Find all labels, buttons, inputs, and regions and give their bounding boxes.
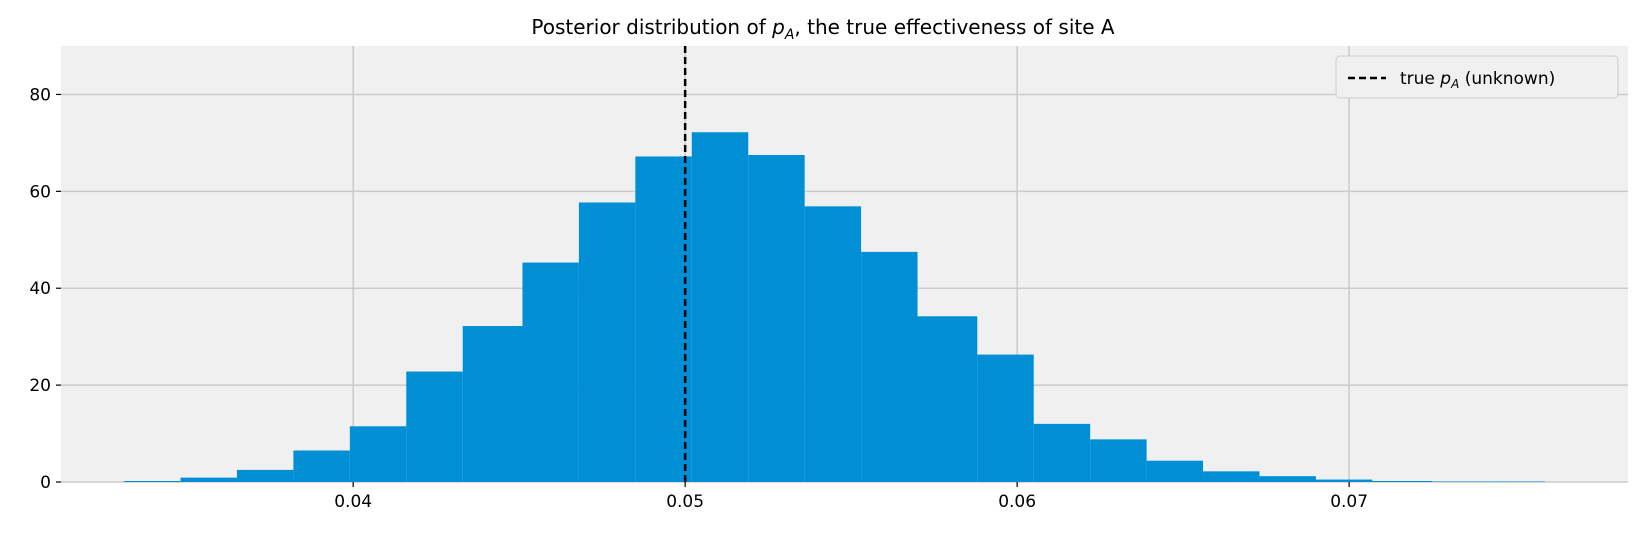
histogram-bar-1 [180, 477, 237, 482]
histogram-bar-3 [293, 450, 350, 482]
histogram-bar-14 [917, 316, 978, 482]
histogram-bars [124, 132, 1546, 483]
y-tick-label-2: 40 [29, 279, 51, 299]
histogram-bar-8 [578, 202, 636, 482]
histogram-bar-16 [1033, 423, 1091, 482]
legend: true pA (unknown) [1335, 55, 1619, 99]
y-tick-label-1: 20 [29, 376, 51, 396]
histogram-bar-17 [1090, 439, 1147, 482]
x-tick-label-1: 0.05 [666, 492, 704, 512]
histogram-bar-21 [1315, 479, 1373, 482]
histogram-bar-6 [462, 326, 523, 482]
y-tick-label-0: 0 [40, 473, 51, 493]
histogram-bar-2 [236, 469, 294, 482]
x-tick-label-2: 0.06 [998, 492, 1036, 512]
legend-box [1335, 55, 1619, 99]
histogram-bar-24 [1488, 481, 1546, 483]
y-tick-label-3: 60 [29, 182, 51, 202]
histogram-bar-23 [1432, 481, 1489, 483]
x-axis-ticks: 0.04 0.05 0.06 0.07 [334, 482, 1368, 512]
histogram-bar-11 [748, 155, 805, 482]
histogram-bar-10 [691, 132, 749, 482]
histogram-bar-9 [635, 156, 692, 482]
histogram-bar-15 [977, 354, 1034, 482]
histogram-bar-12 [804, 206, 862, 482]
histogram-bar-7 [522, 262, 579, 482]
histogram-bar-22 [1372, 481, 1433, 482]
histogram-bar-13 [861, 251, 918, 482]
histogram-bar-0 [124, 481, 181, 482]
x-tick-label-0: 0.04 [334, 492, 372, 512]
histogram-bar-5 [406, 371, 463, 482]
legend-label: true pA (unknown) [1400, 69, 1555, 91]
histogram-bar-20 [1259, 476, 1316, 482]
histogram-bar-19 [1203, 471, 1260, 482]
histogram-bar-18 [1146, 460, 1204, 482]
y-axis-ticks: 0 20 40 60 80 [29, 85, 61, 493]
x-tick-label-3: 0.07 [1330, 492, 1368, 512]
y-tick-label-4: 80 [29, 85, 51, 105]
histogram-bar-4 [349, 426, 407, 482]
chart-title: Posterior distribution of pA, the true e… [531, 15, 1115, 43]
